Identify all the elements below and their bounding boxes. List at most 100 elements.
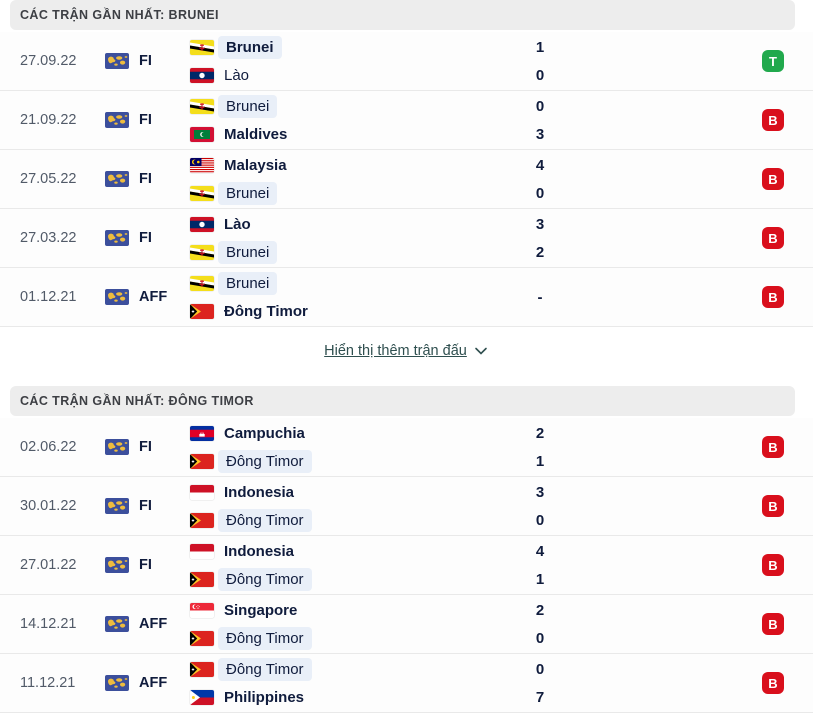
- home-team: Malaysia: [190, 153, 520, 178]
- section-title: CÁC TRẬN GẦN NHẤT: BRUNEI: [20, 8, 219, 22]
- chevron-down-icon[interactable]: [473, 343, 489, 359]
- flag-brunei-icon: [190, 186, 214, 201]
- flag-indonesia-icon: [190, 485, 214, 500]
- match-row[interactable]: 21.09.22 FI Brunei Maldives 0 3 B: [0, 91, 813, 150]
- away-team: Brunei: [190, 181, 520, 206]
- away-score: 3: [535, 125, 545, 143]
- flag-timor-icon: [190, 572, 214, 587]
- result-badge: B: [762, 554, 784, 576]
- team-name: Brunei: [218, 94, 278, 118]
- away-team: Đông Timor: [190, 508, 520, 533]
- scores: 4 0: [520, 153, 560, 206]
- result-badge: B: [762, 436, 784, 458]
- section-title: CÁC TRẬN GẦN NHẤT: ĐÔNG TIMOR: [20, 394, 254, 408]
- match-row[interactable]: 27.09.22 FI Brunei Lào 1 0 T: [0, 32, 813, 91]
- match-row[interactable]: 11.12.21 AFF Đông Timor Philippines 0 7 …: [0, 654, 813, 713]
- team-name: Campuchia: [224, 424, 305, 442]
- home-team: Brunei: [190, 94, 520, 119]
- match-row[interactable]: 02.06.22 FI Campuchia Đông Timor 2 1 B: [0, 418, 813, 477]
- teams: Đông Timor Philippines: [190, 657, 520, 710]
- team-name: Đông Timor: [224, 302, 308, 320]
- competition: FI: [105, 498, 190, 514]
- team-name: Philippines: [224, 688, 305, 706]
- flag-timor-icon: [190, 631, 214, 646]
- team-name: Singapore: [224, 601, 298, 619]
- match-row[interactable]: 27.01.22 FI Indonesia Đông Timor 4 1 B: [0, 536, 813, 595]
- team-name: Brunei: [218, 35, 282, 59]
- away-score: 2: [535, 243, 545, 261]
- team-name: Brunei: [218, 181, 278, 205]
- flag-timor-icon: [190, 513, 214, 528]
- match-date: 27.09.22: [20, 53, 77, 69]
- competition: FI: [105, 112, 190, 128]
- result-badge: B: [762, 495, 784, 517]
- away-team: Đông Timor: [190, 449, 520, 474]
- competition: FI: [105, 439, 190, 455]
- section-header-dong-timor: CÁC TRẬN GẦN NHẤT: ĐÔNG TIMOR: [10, 386, 795, 416]
- match-date: 11.12.21: [20, 675, 76, 691]
- team-name: Brunei: [218, 271, 278, 295]
- team-name: Đông Timor: [218, 508, 312, 532]
- away-team: Brunei: [190, 240, 520, 265]
- home-team: Đông Timor: [190, 657, 520, 682]
- home-team: Brunei: [190, 271, 520, 296]
- home-score: 1: [535, 38, 545, 56]
- home-team: Indonesia: [190, 539, 520, 564]
- world-map-icon: [105, 53, 129, 69]
- home-score: 0: [535, 97, 545, 115]
- home-team: Singapore: [190, 598, 520, 623]
- world-map-icon: [105, 675, 129, 691]
- world-map-icon: [105, 439, 129, 455]
- match-date: 27.05.22: [20, 171, 77, 187]
- scores: 3 0: [520, 480, 560, 533]
- away-score: 7: [535, 688, 545, 706]
- scores: 0 7: [520, 657, 560, 710]
- home-team: Indonesia: [190, 480, 520, 505]
- scores: 2 0: [520, 598, 560, 651]
- flag-cambodia-icon: [190, 426, 214, 441]
- away-team: Đông Timor: [190, 567, 520, 592]
- competition-label: FI: [139, 53, 152, 69]
- scores: 2 1: [520, 421, 560, 474]
- result-badge: B: [762, 168, 784, 190]
- competition-label: AFF: [139, 616, 168, 632]
- show-more: Hiển thị thêm trận đấu: [0, 327, 813, 375]
- teams: Brunei Maldives: [190, 94, 520, 147]
- team-name: Đông Timor: [218, 449, 312, 473]
- flag-brunei-icon: [190, 40, 214, 55]
- home-team: Brunei: [190, 35, 520, 60]
- home-score: 0: [535, 660, 545, 678]
- match-row[interactable]: 30.01.22 FI Indonesia Đông Timor 3 0 B: [0, 477, 813, 536]
- result-badge: B: [762, 109, 784, 131]
- show-more-link[interactable]: Hiển thị thêm trận đấu: [324, 343, 467, 359]
- match-row[interactable]: 27.03.22 FI Lào Brunei 3 2 B: [0, 209, 813, 268]
- competition: AFF: [105, 289, 190, 305]
- match-date: 30.01.22: [20, 498, 77, 514]
- match-date: 27.01.22: [20, 557, 77, 573]
- section-header-brunei: CÁC TRẬN GẦN NHẤT: BRUNEI: [10, 0, 795, 30]
- competition: FI: [105, 171, 190, 187]
- away-score: 0: [535, 66, 545, 84]
- competition: FI: [105, 230, 190, 246]
- team-name: Maldives: [224, 125, 288, 143]
- teams: Lào Brunei: [190, 212, 520, 265]
- match-date: 02.06.22: [20, 439, 77, 455]
- competition: AFF: [105, 616, 190, 632]
- competition-label: FI: [139, 439, 152, 455]
- result-badge: T: [762, 50, 784, 72]
- team-name: Brunei: [218, 240, 278, 264]
- competition-label: AFF: [139, 675, 168, 691]
- teams: Indonesia Đông Timor: [190, 539, 520, 592]
- match-row[interactable]: 27.05.22 FI Malaysia Brunei 4 0 B: [0, 150, 813, 209]
- away-team: Đông Timor: [190, 299, 520, 324]
- match-row[interactable]: 14.12.21 AFF Singapore Đông Timor 2 0 B: [0, 595, 813, 654]
- home-score: 3: [535, 215, 545, 233]
- scores: 3 2: [520, 212, 560, 265]
- world-map-icon: [105, 112, 129, 128]
- match-date: 21.09.22: [20, 112, 77, 128]
- competition-label: FI: [139, 557, 152, 573]
- flag-timor-icon: [190, 662, 214, 677]
- team-name: Đông Timor: [218, 657, 312, 681]
- match-row[interactable]: 01.12.21 AFF Brunei Đông Timor - B: [0, 268, 813, 327]
- scores: -: [520, 289, 560, 306]
